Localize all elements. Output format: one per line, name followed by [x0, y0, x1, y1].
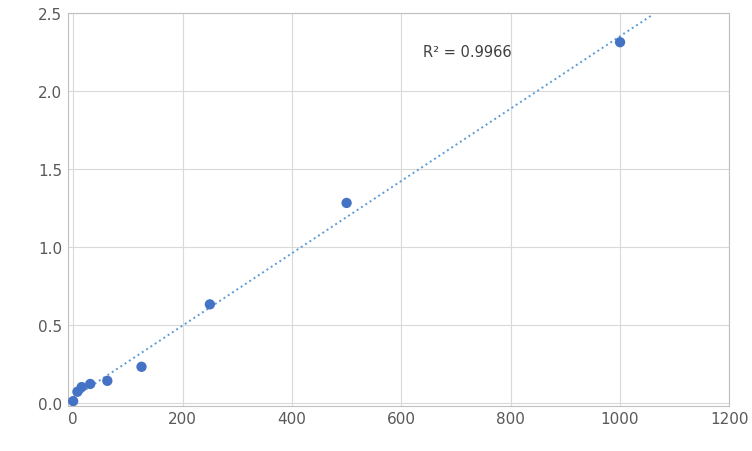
- Point: [614, 40, 626, 47]
- Point: [135, 364, 147, 371]
- Point: [341, 200, 353, 207]
- Point: [71, 388, 83, 396]
- Point: [102, 377, 114, 385]
- Point: [67, 398, 79, 405]
- Point: [204, 301, 216, 308]
- Text: R² = 0.9966: R² = 0.9966: [423, 45, 512, 60]
- Point: [84, 381, 96, 388]
- Point: [76, 384, 88, 391]
